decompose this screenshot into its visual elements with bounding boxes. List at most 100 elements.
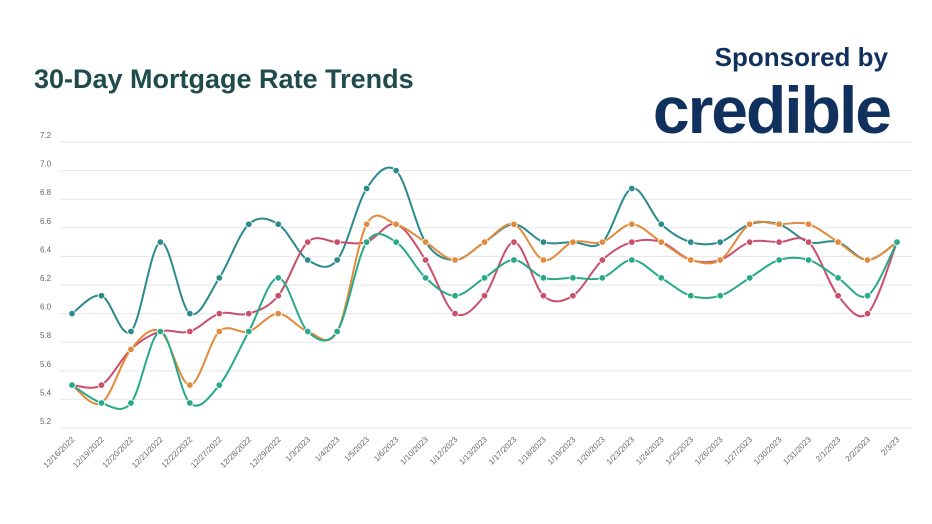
x-tick-label: 1/23/2023: [605, 435, 637, 467]
data-point-3: [657, 274, 665, 282]
data-point-1: [421, 256, 430, 264]
data-point-3: [569, 274, 577, 282]
data-point-2: [127, 345, 135, 354]
data-point-1: [628, 238, 636, 246]
data-point-1: [451, 309, 459, 318]
x-tick-label: 1/10/2023: [398, 435, 430, 467]
data-point-0: [628, 184, 636, 193]
data-point-3: [687, 292, 695, 300]
data-point-0: [68, 309, 76, 318]
data-point-2: [863, 256, 872, 264]
x-tick-label: 1/4/2023: [313, 435, 342, 464]
data-point-3: [97, 399, 106, 407]
y-tick-label: 6.2: [40, 274, 52, 283]
data-point-3: [333, 327, 341, 336]
data-point-2: [598, 238, 607, 246]
data-point-2: [510, 220, 518, 228]
y-tick-label: 6.4: [40, 245, 52, 254]
x-tick-label: 1/17/2023: [487, 435, 519, 467]
data-point-3: [451, 292, 459, 300]
data-point-3: [893, 238, 901, 246]
y-tick-label: 6.6: [40, 217, 52, 226]
series-line-3: [71, 232, 898, 410]
data-point-2: [775, 220, 783, 228]
data-point-0: [156, 238, 165, 246]
data-point-1: [834, 292, 842, 300]
x-tick-label: 1/30/2023: [752, 435, 784, 467]
data-point-3: [863, 292, 872, 300]
data-point-2: [421, 238, 430, 246]
data-point-2: [186, 381, 194, 389]
data-point-1: [274, 292, 282, 300]
data-point-3: [510, 256, 518, 264]
data-point-3: [775, 256, 783, 264]
data-point-2: [628, 220, 636, 228]
data-point-3: [68, 381, 76, 389]
data-point-0: [539, 238, 548, 246]
data-point-3: [745, 274, 754, 282]
data-point-1: [333, 238, 341, 246]
series-line-2: [71, 214, 898, 406]
data-point-3: [362, 238, 371, 246]
data-point-1: [598, 256, 607, 264]
x-tick-label: 2/3/23: [879, 435, 901, 457]
data-point-2: [716, 256, 724, 264]
series-line-1: [71, 223, 898, 389]
data-point-3: [716, 292, 724, 300]
data-point-2: [569, 238, 577, 246]
data-point-2: [362, 220, 371, 228]
data-point-3: [156, 327, 165, 336]
series-line-0: [71, 166, 898, 334]
data-point-2: [657, 238, 665, 246]
data-point-2: [215, 327, 224, 336]
x-tick-label: 1/18/2023: [516, 435, 548, 467]
y-tick-label: 6.8: [40, 188, 52, 197]
x-tick-label: 1/24/2023: [634, 435, 666, 467]
data-point-2: [834, 238, 842, 246]
data-point-1: [775, 238, 783, 246]
data-point-1: [569, 292, 577, 300]
data-point-1: [215, 309, 224, 318]
x-tick-label: 1/5/2023: [343, 435, 372, 464]
y-tick-label: 5.2: [40, 417, 52, 426]
data-point-3: [628, 256, 636, 264]
x-tick-label: 12/29/2022: [248, 435, 283, 470]
x-tick-label: 2/2/2023: [844, 435, 873, 464]
data-point-3: [274, 274, 282, 282]
sponsor-label: Sponsored by: [714, 42, 888, 72]
data-point-3: [245, 327, 253, 336]
data-point-3: [480, 274, 489, 282]
data-point-0: [186, 309, 194, 318]
data-point-0: [245, 220, 253, 228]
data-point-1: [97, 381, 106, 389]
data-point-2: [539, 256, 548, 264]
data-point-0: [97, 292, 106, 300]
x-tick-label: 1/12/2023: [428, 435, 460, 467]
data-point-0: [304, 256, 312, 264]
x-tick-label: 1/6/2023: [372, 435, 401, 464]
data-point-0: [687, 238, 695, 246]
y-tick-label: 5.8: [40, 331, 52, 340]
data-point-2: [274, 309, 282, 318]
data-point-1: [510, 238, 518, 246]
y-tick-label: 6.0: [40, 303, 52, 312]
data-point-3: [392, 238, 400, 246]
data-point-2: [745, 220, 754, 228]
data-point-3: [598, 274, 607, 282]
data-point-3: [186, 399, 194, 407]
y-tick-label: 5.6: [40, 360, 52, 369]
data-point-1: [480, 292, 489, 300]
data-point-3: [215, 381, 224, 389]
data-point-3: [304, 327, 312, 336]
data-point-1: [304, 238, 312, 246]
credible-logo: credible: [652, 73, 892, 147]
data-point-1: [245, 309, 253, 318]
data-point-0: [362, 184, 371, 193]
data-point-3: [127, 399, 135, 407]
data-point-2: [480, 238, 489, 246]
data-point-0: [657, 220, 665, 228]
x-tick-label: 1/19/2023: [546, 435, 578, 467]
y-tick-label: 5.4: [40, 388, 52, 397]
data-point-3: [539, 274, 548, 282]
